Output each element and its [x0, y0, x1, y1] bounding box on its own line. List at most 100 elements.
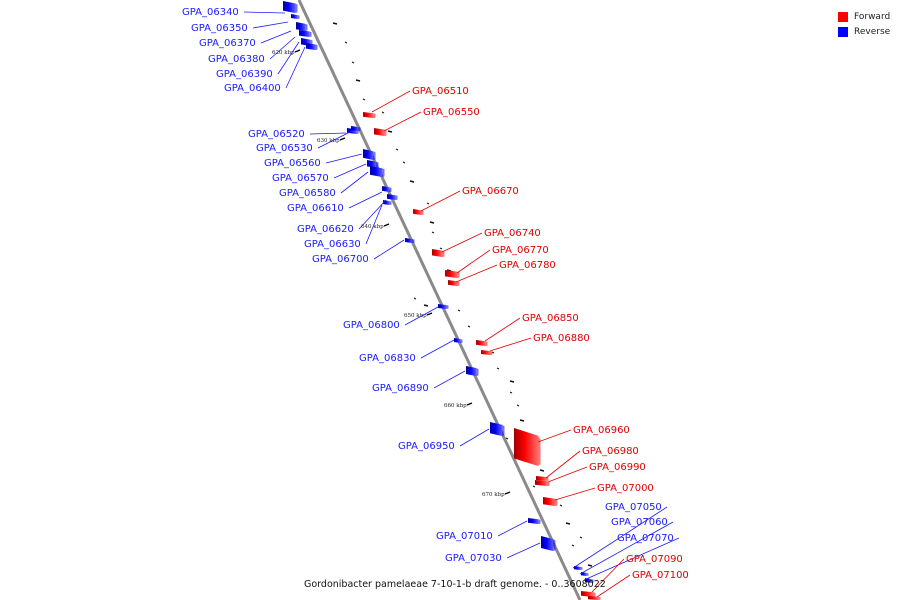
- reverse-gene-glyph-body: [490, 422, 502, 436]
- minor-mark: [496, 367, 500, 370]
- reverse-gene-glyph-body: [541, 536, 553, 551]
- reverse-leader-line: [497, 520, 528, 537]
- minor-mark: [457, 309, 461, 312]
- minor-mark: [439, 247, 443, 250]
- reverse-gene-glyph-body: [367, 160, 376, 168]
- reverse-gene-label: GPA_06610: [287, 203, 344, 214]
- forward-gene-glyph-body: [445, 270, 457, 278]
- forward-leader-line: [383, 111, 422, 132]
- reverse-gene-label: GPA_06620: [297, 224, 354, 235]
- tick-label: 630 kbp: [317, 138, 340, 144]
- reverse-leader-line: [506, 542, 541, 559]
- reverse-gene-glyph-side: [446, 305, 449, 309]
- forward-leader-line: [456, 249, 491, 274]
- forward-leader-line: [489, 337, 532, 352]
- reverse-leader-line: [340, 171, 369, 194]
- reverse-gene-label: GPA_06350: [191, 23, 248, 34]
- reverse-gene-glyph-side: [315, 44, 318, 50]
- reverse-gene-glyph-side: [297, 15, 300, 19]
- forward-gene-glyph-body: [413, 209, 421, 215]
- forward-gene-glyph-side: [457, 271, 460, 278]
- forward-gene-label: GPA_07090: [626, 554, 683, 565]
- minor-mark: [409, 180, 415, 183]
- minor-mark: [539, 469, 545, 472]
- reverse-leader-line: [404, 306, 439, 326]
- minor-mark: [565, 522, 571, 525]
- minor-mark: [423, 304, 429, 307]
- reverse-leader-line: [433, 370, 466, 389]
- reverse-gene-label: GPA_07070: [617, 533, 674, 544]
- minor-mark: [579, 536, 583, 539]
- reverse-gene-label: GPA_06700: [312, 254, 369, 265]
- forward-gene-label: GPA_07000: [597, 483, 654, 494]
- forward-leader-line: [545, 450, 581, 479]
- reverse-leader-line: [269, 36, 296, 60]
- forward-gene-label: GPA_06850: [522, 313, 579, 324]
- reverse-gene-glyph-body: [296, 22, 305, 31]
- tick-label: 650 kbp: [404, 313, 427, 319]
- reverse-gene-glyph-side: [586, 572, 589, 576]
- tick-mark: [339, 137, 346, 141]
- reverse-gene-glyph: [490, 422, 505, 436]
- reverse-gene-glyph: [541, 536, 556, 551]
- reverse-gene-glyph-side: [502, 424, 505, 436]
- reverse-gene-glyph-body: [528, 518, 538, 524]
- minor-mark: [429, 221, 435, 224]
- forward-leader-line: [537, 429, 572, 443]
- reverse-gene-glyph: [296, 22, 308, 31]
- reverse-gene-glyph-body: [382, 186, 389, 192]
- forward-gene-glyph: [432, 249, 445, 257]
- minor-mark: [431, 231, 435, 234]
- reverse-leader-line: [459, 428, 490, 447]
- forward-gene-glyph: [581, 591, 596, 597]
- forward-gene-glyph: [445, 270, 460, 278]
- forward-gene-label: GPA_06960: [573, 425, 630, 436]
- reverse-gene-glyph: [351, 126, 361, 131]
- reverse-gene-label: GPA_06380: [208, 54, 265, 65]
- reverse-gene-glyph-body: [363, 149, 373, 160]
- forward-gene-label: GPA_06780: [499, 260, 556, 271]
- reverse-gene-glyph-side: [309, 31, 312, 37]
- minor-mark: [505, 437, 509, 440]
- reverse-gene-label: GPA_07050: [605, 502, 662, 513]
- reverse-gene-label: GPA_06400: [224, 83, 281, 94]
- forward-gene-glyph-body: [448, 280, 457, 286]
- reverse-leader-line: [579, 521, 674, 575]
- forward-gene-glyph-side: [485, 341, 488, 346]
- forward-gene-glyph-body: [514, 428, 538, 466]
- reverse-gene-glyph-side: [376, 161, 379, 168]
- reverse-gene-glyph-body: [438, 304, 446, 309]
- reverse-gene-label: GPA_06950: [398, 441, 455, 452]
- forward-gene-glyph: [476, 340, 488, 346]
- minor-mark: [571, 544, 575, 547]
- reverse-gene-glyph: [299, 30, 312, 37]
- reverse-leader-line: [348, 191, 383, 209]
- forward-gene-glyph-side: [547, 481, 550, 486]
- minor-mark: [362, 98, 366, 101]
- tick-label: 620 kbp: [272, 50, 295, 56]
- minor-mark: [516, 404, 520, 407]
- minor-mark: [413, 297, 417, 300]
- tick-mark: [383, 223, 390, 227]
- reverse-leader-line: [317, 130, 353, 149]
- reverse-gene-glyph: [387, 194, 398, 200]
- reverse-leader-line: [572, 506, 668, 569]
- reverse-leader-line: [260, 30, 292, 44]
- reverse-gene-glyph: [574, 566, 583, 570]
- forward-gene-label: GPA_06990: [589, 462, 646, 473]
- reverse-leader-line: [373, 239, 405, 260]
- reverse-gene-glyph-side: [358, 127, 361, 131]
- reverse-gene-glyph-side: [591, 579, 594, 583]
- reverse-leader-line: [333, 163, 367, 179]
- tick-mark: [504, 491, 511, 495]
- reverse-leader-line: [252, 21, 289, 29]
- minor-mark: [355, 79, 361, 82]
- forward-gene-glyph: [363, 112, 376, 118]
- minor-mark: [509, 380, 515, 383]
- forward-gene-glyph-side: [457, 281, 460, 286]
- forward-gene-glyph-side: [598, 596, 601, 600]
- reverse-gene-label: GPA_06630: [304, 239, 361, 250]
- reverse-gene-glyph: [363, 149, 376, 160]
- forward-gene-label: GPA_06670: [462, 186, 519, 197]
- reverse-gene-glyph: [383, 200, 392, 205]
